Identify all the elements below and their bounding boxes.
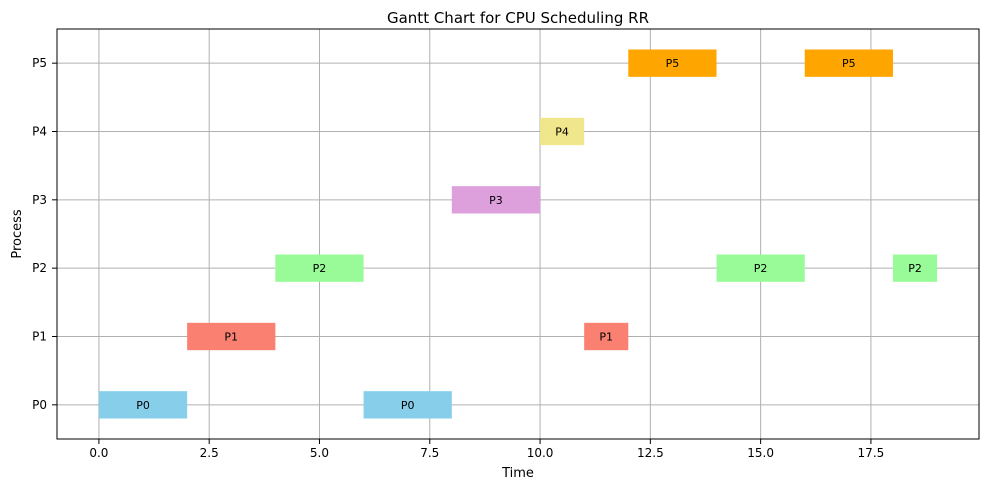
x-tick-label: 17.5 xyxy=(858,446,885,460)
x-axis-label: Time xyxy=(501,466,534,481)
bar-p0 xyxy=(98,391,188,419)
bar-p1 xyxy=(584,322,629,351)
y-tick-label: P0 xyxy=(32,398,47,412)
bar-p2 xyxy=(892,254,938,282)
y-tick-label: P1 xyxy=(32,330,47,344)
grid-lines xyxy=(57,29,979,439)
x-tick-label: 12.5 xyxy=(637,446,664,460)
x-tick-label: 7.5 xyxy=(420,446,439,460)
x-tick-label: 15.0 xyxy=(747,446,774,460)
bar-label: P1 xyxy=(599,331,613,344)
bar-p1 xyxy=(187,322,276,351)
x-tick-label: 10.0 xyxy=(527,446,554,460)
x-tick-label: 0.0 xyxy=(89,446,108,460)
bar-p5 xyxy=(804,49,893,77)
chart-title: Gantt Chart for CPU Scheduling RR xyxy=(387,9,649,27)
bar-label: P2 xyxy=(754,262,768,275)
plot-frame xyxy=(56,28,980,440)
y-tick-label: P4 xyxy=(32,125,47,139)
y-tick-label: P3 xyxy=(32,193,47,207)
bar-label: P5 xyxy=(666,57,680,70)
bar-label: P0 xyxy=(401,399,415,412)
bar-label: P5 xyxy=(842,57,856,70)
bar-label: P0 xyxy=(136,399,150,412)
y-axis-label: Process xyxy=(10,209,25,259)
x-tick-label: 2.5 xyxy=(200,446,219,460)
x-tick-label: 5.0 xyxy=(310,446,329,460)
bar-label: P4 xyxy=(555,126,569,139)
bar-label: P1 xyxy=(224,331,238,344)
bar-p4 xyxy=(540,117,585,146)
bar-p2 xyxy=(716,254,805,282)
y-tick-label: P5 xyxy=(32,56,47,70)
bar-label: P3 xyxy=(489,194,503,207)
bar-label: P2 xyxy=(313,262,327,275)
bar-p0 xyxy=(363,391,452,419)
bar-label: P2 xyxy=(908,262,922,275)
x-axis: 0.0 2.5 5.0 7.5 10.0 12.5 15.0 17.5 xyxy=(89,439,884,460)
bars-group: P0 P1 P2 P0 P3 P4 P1 P5 P2 P5 P2 xyxy=(98,49,938,419)
y-axis: P0 P1 P2 P3 P4 P5 xyxy=(32,56,57,412)
bar-p2 xyxy=(275,254,364,282)
bar-p5 xyxy=(628,49,717,77)
bar-p3 xyxy=(451,186,541,214)
y-tick-label: P2 xyxy=(32,261,47,275)
